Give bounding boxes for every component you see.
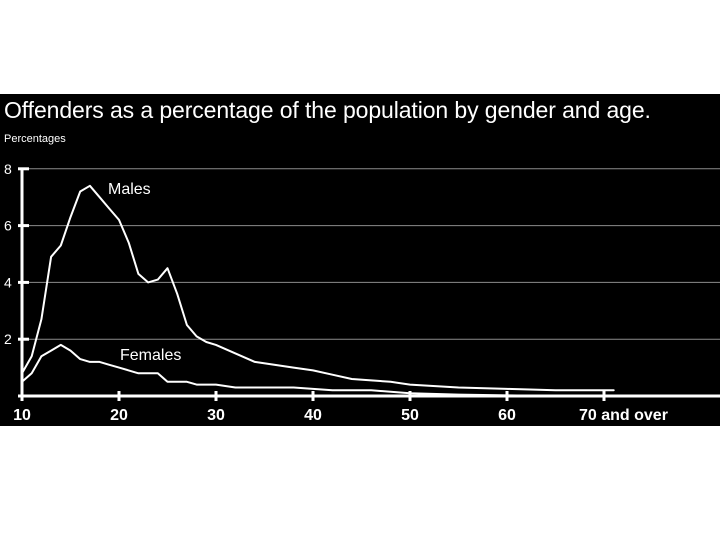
gridlines: [22, 168, 720, 340]
y-axis-label: Percentages: [4, 133, 66, 145]
y-tick-label-8: 8: [4, 161, 12, 177]
x-tick-label-40: 40: [304, 407, 322, 424]
x-tick-label-50: 50: [401, 407, 419, 424]
line-chart: 2 4 6 8 10 20 30 40 50 60 70 and over Males Females: [4, 161, 720, 424]
series-line-males: [21, 184, 615, 392]
y-tick-label-4: 4: [4, 274, 12, 290]
series-label-females: Females: [120, 347, 181, 364]
axes: [18, 167, 720, 401]
x-tick-label-20: 20: [110, 407, 128, 424]
series-lines: [21, 184, 615, 397]
chart-panel: Offenders as a percentage of the populat…: [0, 94, 720, 426]
x-tick-label-10: 10: [13, 407, 31, 424]
series-label-males: Males: [108, 181, 151, 198]
x-tick-label-60: 60: [498, 407, 516, 424]
x-tick-label-30: 30: [207, 407, 225, 424]
tick-labels: 2 4 6 8 10 20 30 40 50 60 70 and over Males Females: [4, 161, 668, 424]
series-line-females: [21, 343, 615, 397]
y-tick-label-2: 2: [4, 331, 12, 347]
x-tick-label-70: 70 and over: [579, 407, 668, 424]
chart-title: Offenders as a percentage of the populat…: [4, 97, 651, 123]
y-tick-label-6: 6: [4, 218, 12, 234]
